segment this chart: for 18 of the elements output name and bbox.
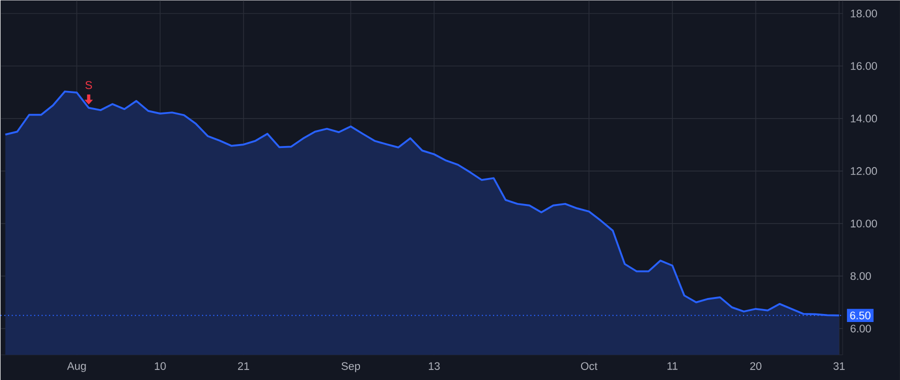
- x-tick-label: Aug: [67, 362, 86, 372]
- x-tick-label: 11: [668, 362, 678, 370]
- y-tick-label: 16.00: [850, 62, 877, 70]
- y-tick-label: 10.00: [850, 220, 877, 228]
- y-tick-label: 18.00: [850, 10, 877, 18]
- x-tick-label: Oct: [581, 362, 598, 370]
- ref-line-label: 6.50: [850, 312, 870, 320]
- x-tick-label: 20: [750, 362, 762, 370]
- x-tick-label: 21: [238, 362, 250, 370]
- y-tick-label: 12.00: [850, 167, 877, 175]
- x-tick-label: 31: [833, 362, 845, 370]
- y-tick-label: 8.00: [850, 272, 871, 280]
- x-tick-label: Sep: [342, 362, 360, 372]
- y-tick-label: 6.00: [850, 324, 871, 332]
- annotation: S: [85, 81, 92, 90]
- y-tick-label: 14.00: [850, 114, 877, 122]
- x-tick-label: 10: [154, 362, 166, 370]
- x-tick-label: 13: [428, 362, 440, 370]
